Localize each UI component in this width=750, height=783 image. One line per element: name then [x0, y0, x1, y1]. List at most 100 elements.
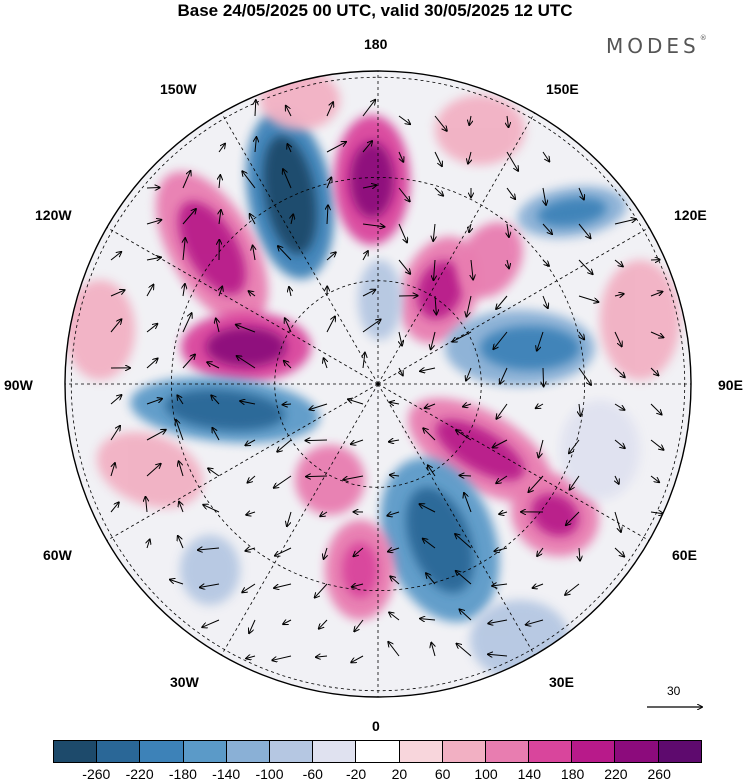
colorbar-tick-label: -60 [302, 766, 323, 782]
colorbar-tick-label: 220 [604, 766, 628, 782]
wind-arrow [362, 141, 372, 153]
wind-arrow [246, 512, 256, 515]
wind-arrow [351, 439, 364, 444]
anomaly-region [96, 432, 204, 508]
wind-arrow [306, 440, 328, 441]
wind-arrow [274, 583, 292, 588]
wind-arrow [283, 169, 292, 189]
wind-arrow [110, 395, 122, 405]
wind-arrow [306, 476, 328, 477]
wind-arrow [387, 512, 400, 516]
wind-arrow [579, 403, 580, 416]
wind-arrow [614, 511, 621, 532]
wind-arrow [500, 367, 508, 384]
wind-arrow [456, 430, 472, 441]
wind-arrow [493, 331, 508, 349]
colorbar-swatch [139, 741, 183, 762]
colorbar-swatch [182, 741, 226, 762]
wind-arrow [457, 644, 472, 657]
wind-arrow [249, 291, 256, 296]
colorbar-swatch [484, 741, 529, 762]
wind-arrow [426, 573, 436, 585]
wind-arrow [578, 331, 584, 339]
wind-arrow [431, 331, 436, 349]
wind-arrow [326, 252, 336, 261]
lon-label-30e: 30E [549, 674, 574, 690]
wind-arrow [352, 584, 364, 587]
colorbar-swatch [54, 741, 97, 762]
wind-arrow [110, 319, 121, 333]
anomaly-region [480, 326, 580, 370]
colorbar-swatch [355, 741, 399, 762]
meridian-line [221, 112, 379, 385]
wind-arrow [272, 655, 292, 660]
wind-arrow [650, 331, 663, 337]
wind-arrow [179, 502, 183, 513]
wind-arrow [183, 284, 185, 297]
wind-arrow [289, 287, 291, 297]
wind-arrow [507, 223, 509, 237]
wind-arrow [319, 619, 328, 629]
wind-arrow [537, 547, 544, 556]
colorbar-tick-label: -220 [125, 766, 154, 782]
wind-arrow [249, 619, 256, 633]
wind-arrow [275, 547, 292, 556]
wind-arrow [182, 171, 191, 189]
lon-label-90e: 90E [718, 377, 743, 393]
wind-arrow [529, 475, 544, 492]
wind-arrow [389, 440, 400, 442]
wind-arrow [493, 439, 508, 448]
wind-arrow [287, 144, 291, 153]
wind-arrow [433, 223, 435, 241]
wind-arrow [291, 214, 293, 225]
wind-arrow [363, 353, 365, 369]
wind-arrow [182, 355, 195, 369]
colorbar-tick-label: -180 [168, 766, 197, 782]
colorbar-tick-label: 180 [560, 766, 585, 782]
wind-arrow [274, 475, 292, 488]
wind-arrow [543, 187, 546, 205]
wind-arrow [464, 493, 472, 513]
meridian-line [377, 383, 650, 541]
wind-arrow [463, 404, 472, 407]
map-border [64, 70, 692, 698]
colorbar-tick-label: 20 [391, 766, 408, 782]
colorbar-swatch [398, 741, 442, 762]
lon-label-90w: 90W [4, 377, 33, 393]
wind-arrow [255, 137, 256, 153]
wind-arrow [351, 655, 364, 662]
anomaly-region [406, 487, 474, 593]
wind-arrow [399, 367, 403, 375]
wind-arrow [362, 320, 381, 333]
wind-arrow [200, 583, 220, 587]
wind-arrow [343, 475, 364, 480]
wind-arrow [423, 428, 436, 441]
wind-arrow [253, 246, 255, 261]
wind-arrow [425, 404, 436, 408]
registered-mark: ® [699, 34, 707, 42]
wind-arrow [219, 175, 220, 189]
wind-arrow [542, 223, 552, 234]
wind-arrow [285, 318, 292, 333]
meridian-line [106, 383, 379, 541]
wind-arrow [579, 547, 580, 561]
lon-label-150e: 150E [546, 81, 579, 97]
wind-arrow [110, 252, 121, 261]
wind-arrow [242, 583, 256, 592]
wind-arrow [390, 475, 400, 476]
wind-arrow [420, 368, 436, 371]
wind-arrow [354, 547, 364, 556]
wind-arrow [146, 285, 153, 297]
colorbar-tick-label: -20 [345, 766, 367, 782]
brand-name: MODES [606, 34, 700, 58]
wind-arrow [399, 331, 402, 346]
wind-arrow [146, 359, 158, 369]
wind-arrow [460, 609, 472, 621]
wind-arrow [431, 643, 435, 657]
colorbar-swatch [571, 741, 615, 762]
wind-arrow [178, 536, 184, 549]
graticule [65, 71, 691, 697]
wind-arrow [398, 259, 410, 274]
anomaly-region [65, 280, 135, 380]
